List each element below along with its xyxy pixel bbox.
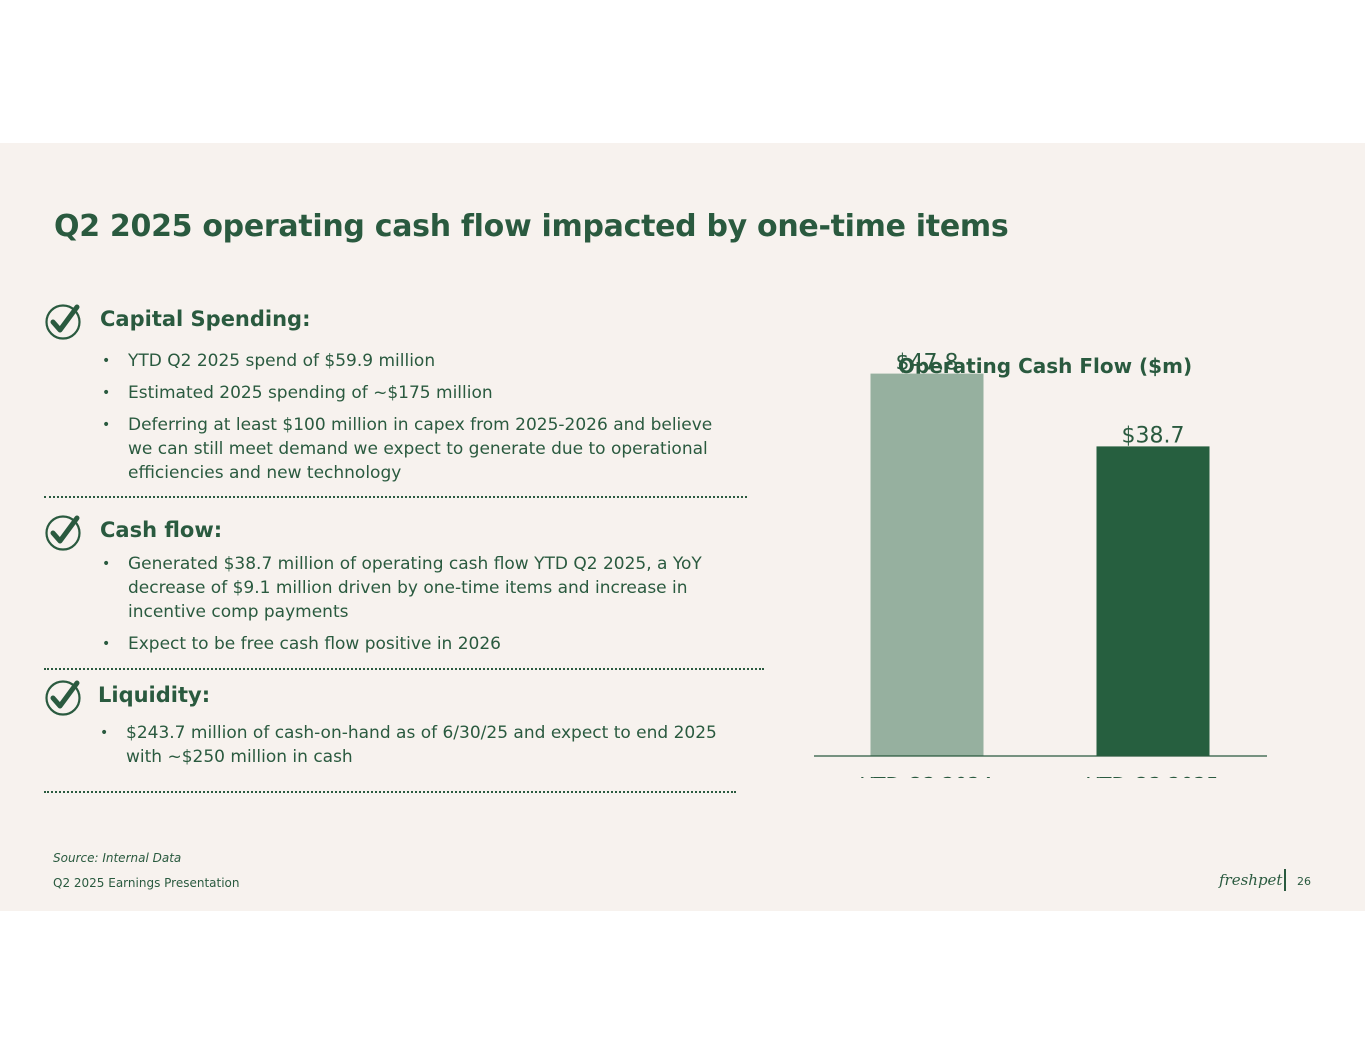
category-label: YTD Q2 2024 <box>860 773 993 778</box>
checkmark-circle-icon <box>45 304 81 340</box>
bullet-list: YTD Q2 2025 spend of $59.9 million Estim… <box>100 349 740 493</box>
checkmark-circle-icon <box>45 515 81 551</box>
slide: Q2 2025 operating cash flow impacted by … <box>0 143 1365 911</box>
category-label: YTD Q2 2025 <box>1086 773 1219 778</box>
source-note: Source: Internal Data <box>53 851 182 865</box>
bullet-list: $243.7 million of cash-on-hand as of 6/3… <box>98 721 728 777</box>
list-item: YTD Q2 2025 spend of $59.9 million <box>100 349 740 373</box>
list-item: $243.7 million of cash-on-hand as of 6/3… <box>98 721 728 769</box>
operating-cash-flow-chart: Operating Cash Flow ($m) $47.8YTD Q2 202… <box>814 351 1267 778</box>
footer-text: Q2 2025 Earnings Presentation <box>53 876 240 890</box>
footer-divider <box>1284 869 1286 891</box>
section-divider <box>44 668 764 670</box>
bar <box>1096 446 1210 756</box>
data-label: $47.8 <box>896 351 959 376</box>
checkmark-circle-icon <box>45 680 81 716</box>
section-heading: Cash flow: <box>100 518 223 542</box>
page-title: Q2 2025 operating cash flow impacted by … <box>54 209 1009 244</box>
list-item: Generated $38.7 million of operating cas… <box>100 552 765 624</box>
section-heading: Liquidity: <box>98 683 211 707</box>
data-label: $38.7 <box>1122 423 1185 448</box>
list-item: Expect to be free cash flow positive in … <box>100 632 765 656</box>
list-item: Estimated 2025 spending of ~$175 million <box>100 381 740 405</box>
list-item: Deferring at least $100 million in capex… <box>100 413 740 485</box>
section-divider <box>44 791 736 793</box>
section-divider <box>44 496 747 498</box>
section-heading: Capital Spending: <box>100 307 311 331</box>
freshpet-logo: freshpet <box>1219 871 1283 889</box>
bullet-list: Generated $38.7 million of operating cas… <box>100 552 765 664</box>
bar <box>870 373 984 756</box>
page-number: 26 <box>1297 875 1311 888</box>
